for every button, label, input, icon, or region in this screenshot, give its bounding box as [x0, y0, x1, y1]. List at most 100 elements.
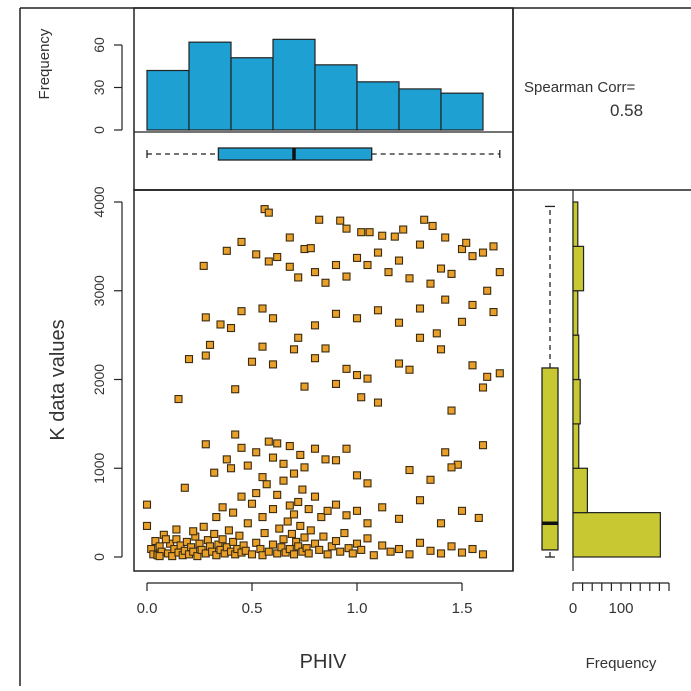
scatter-point	[344, 544, 353, 553]
scatter-point	[273, 490, 282, 499]
scatter-point	[247, 357, 257, 366]
right-hist-bar	[572, 378, 581, 425]
scatter-point	[289, 550, 299, 559]
scatter-point	[394, 256, 404, 265]
scatter-point	[468, 544, 477, 554]
scatter-point	[273, 439, 282, 448]
scatter-point	[462, 238, 471, 247]
scatter-point	[285, 442, 294, 451]
scatter-point	[426, 279, 435, 288]
scatter-point	[310, 444, 320, 453]
scatter-point	[247, 550, 257, 559]
scatter-point	[457, 317, 467, 326]
scatter-point	[483, 286, 492, 295]
scatter-point	[363, 260, 372, 270]
scatter-point	[243, 519, 252, 528]
scatter-point	[369, 551, 378, 560]
scatter-point	[231, 385, 240, 394]
top-hist-bar	[314, 64, 358, 131]
scatter-point	[352, 471, 362, 480]
scatter-point	[415, 333, 425, 342]
scatter-point	[268, 360, 278, 369]
scatter-point	[426, 475, 435, 484]
x-tick-label: 0.5	[242, 600, 263, 617]
scatter-point	[441, 233, 450, 242]
scatter-point	[212, 551, 221, 560]
y-tick-label: 1000	[91, 452, 107, 483]
scatter-point	[310, 539, 320, 548]
scatter-point	[447, 542, 456, 551]
scatter-point	[252, 250, 261, 259]
scatter-point	[258, 473, 267, 482]
top-hist-bar	[230, 57, 274, 131]
scatter-point	[310, 492, 320, 501]
scatter-point	[432, 329, 441, 338]
scatter-point	[319, 532, 328, 541]
scatter-point	[331, 536, 341, 546]
top-boxplot	[146, 147, 501, 161]
scatter-point	[495, 369, 504, 378]
scatter-point	[415, 538, 425, 547]
scatter-point	[394, 544, 404, 554]
scatter-point	[184, 355, 194, 364]
scatter-point	[172, 525, 181, 534]
scatter-point	[222, 543, 231, 552]
scatter-point	[222, 246, 231, 255]
scatter-point	[378, 541, 387, 550]
scatter-point	[321, 278, 330, 287]
x-tick-label: 1.0	[347, 600, 368, 617]
scatter-point	[296, 521, 305, 530]
right-hist-bar	[572, 290, 579, 336]
scatter-point	[218, 535, 227, 544]
scatter-point	[298, 485, 307, 494]
scatter-point	[420, 215, 429, 224]
scatter-point	[399, 225, 408, 234]
right-hist-bar	[572, 201, 579, 247]
top-hist-bar	[398, 88, 442, 131]
scatter-point	[283, 517, 292, 526]
scatter-point	[321, 344, 330, 353]
scatter-point	[457, 244, 467, 254]
scatter-point	[441, 448, 450, 457]
scatter-point	[342, 224, 351, 233]
right-hist-bar	[572, 245, 585, 292]
scatter-point	[294, 542, 303, 551]
top-histogram	[146, 38, 484, 131]
scatter-point	[182, 537, 191, 546]
scatter-point	[352, 314, 362, 323]
scatter-point	[378, 503, 387, 512]
right-hist-bar	[572, 423, 580, 469]
scatter-point	[478, 383, 488, 392]
y-tick-label: 3000	[91, 275, 107, 306]
scatter-point	[210, 529, 219, 538]
scatter-point	[258, 513, 267, 522]
scatter-point	[237, 307, 246, 316]
scatter-point	[174, 394, 183, 404]
scatter-point	[323, 506, 332, 515]
scatter-point	[415, 304, 425, 313]
scatter-point	[373, 248, 383, 257]
scatter-point	[252, 489, 261, 498]
scatter-point	[189, 547, 198, 556]
scatter-point	[331, 379, 341, 388]
scatter-point	[352, 371, 362, 380]
scatter-point	[218, 503, 227, 512]
scatter-point	[489, 307, 498, 317]
right-hist-x-tick-label: 100	[608, 600, 633, 617]
scatter-point	[331, 260, 341, 270]
right-hist-x-tick-label: 0	[569, 600, 577, 617]
scatter-point	[294, 497, 303, 507]
scatter-point	[415, 240, 425, 249]
scatter-point	[304, 505, 313, 514]
scatter-point	[142, 500, 152, 509]
scatter-point	[275, 524, 284, 533]
scatter-point	[436, 519, 446, 528]
scatter-point	[268, 505, 278, 514]
scatter-point	[405, 550, 414, 559]
scatter-point	[237, 492, 246, 501]
scatter-point	[193, 552, 202, 561]
scatter-point	[394, 359, 404, 368]
scatter-point	[294, 273, 303, 282]
scatter-point	[231, 430, 240, 439]
